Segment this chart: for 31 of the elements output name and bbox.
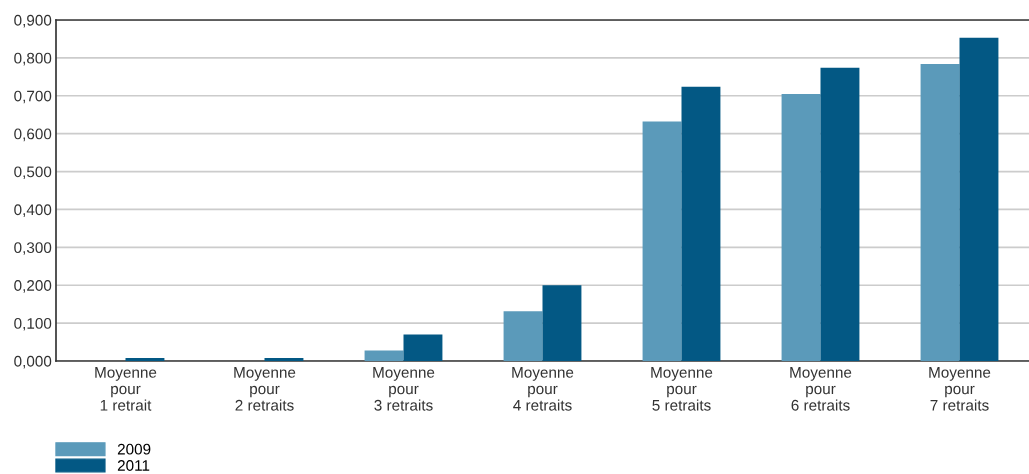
bar	[681, 86, 721, 361]
bar	[503, 311, 543, 361]
y-tick-label: 0,700	[14, 90, 52, 104]
legend-label: 2009	[117, 443, 151, 455]
y-tick-label: 0,500	[14, 166, 52, 180]
x-tick-label: Moyenne pour 4 retraits	[512, 367, 574, 411]
bar	[642, 121, 682, 361]
x-tick-label: Moyenne pour 5 retraits	[651, 367, 713, 411]
bar	[403, 334, 443, 361]
y-tick-label: 0,000	[14, 355, 52, 369]
x-tick-label: Moyenne pour 6 retraits	[790, 367, 852, 411]
y-tick-label: 0,200	[14, 280, 52, 293]
bar	[781, 93, 821, 361]
y-tick-label: 0,600	[14, 128, 52, 142]
bar	[820, 67, 860, 361]
bar	[542, 285, 582, 361]
y-tick-label: 0,100	[14, 317, 52, 331]
bar	[264, 357, 304, 361]
x-tick-label: Moyenne pour 2 retraits	[234, 367, 296, 411]
bar	[959, 37, 999, 361]
bar	[125, 357, 165, 361]
y-tick-label: 0,300	[14, 242, 52, 255]
x-tick-label: Moyenne pour 3 retraits	[373, 367, 435, 411]
legend-label: 2011	[117, 460, 150, 471]
y-tick-label: 0,900	[14, 14, 52, 28]
x-tick-label: Moyenne pour 1 retrait	[95, 367, 157, 411]
bar	[364, 350, 404, 361]
y-tick-label: 0,400	[14, 204, 52, 217]
x-tick-label: Moyenne pour 7 retraits	[929, 367, 991, 411]
y-tick-label: 0,800	[14, 52, 52, 66]
bar	[920, 63, 960, 361]
